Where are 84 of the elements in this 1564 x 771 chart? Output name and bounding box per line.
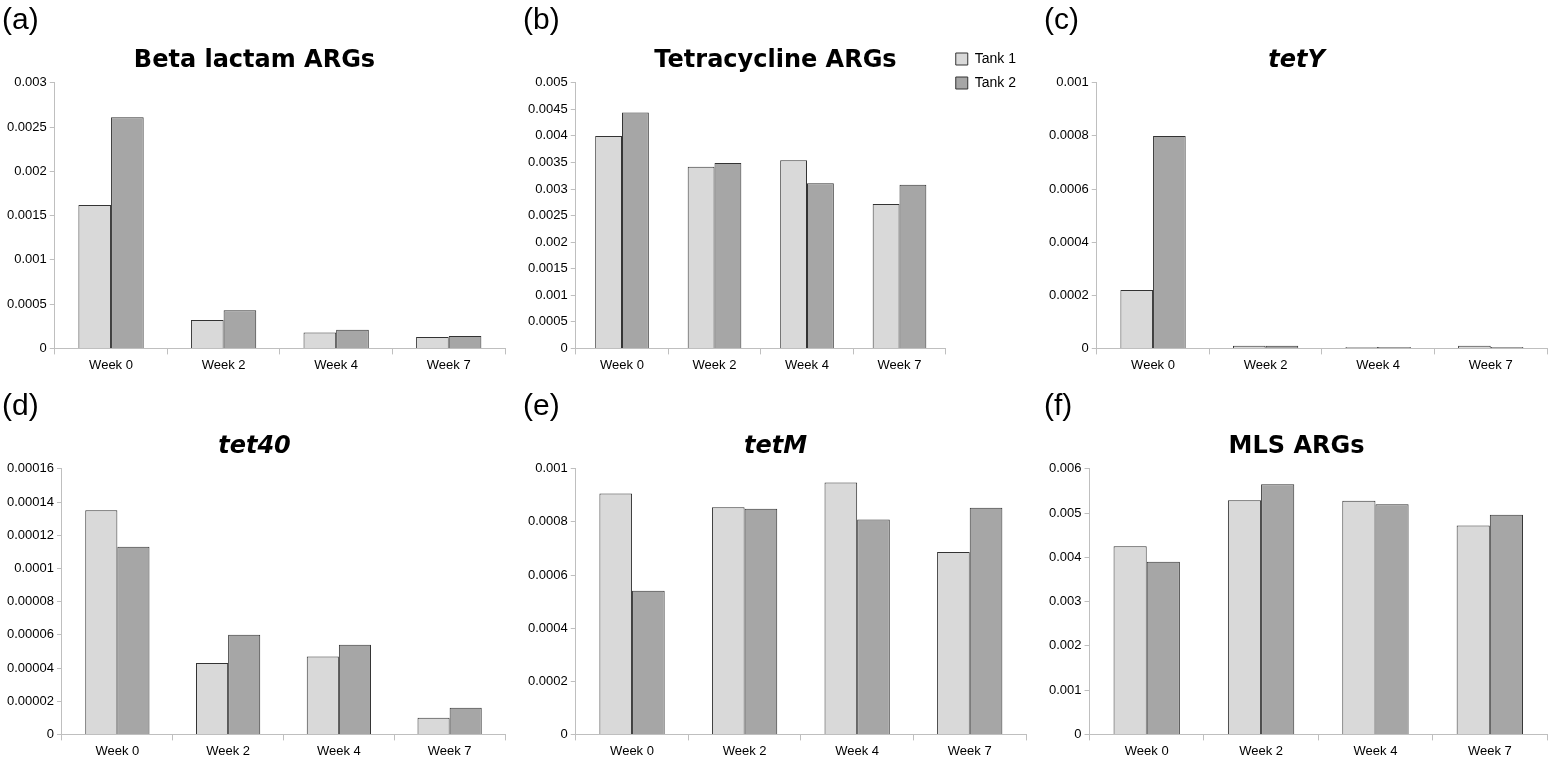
y-tick-label: 0.003: [1048, 593, 1082, 609]
y-tick-label: 0.002: [14, 162, 47, 178]
x-tick-label: Week 4: [1353, 742, 1398, 758]
y-tick-label: 0.003: [535, 180, 568, 196]
y-tick-label: 0.0025: [528, 207, 568, 223]
chart-title: Tetracycline ARGs: [654, 44, 897, 73]
x-tick-label: Week 0: [600, 356, 644, 372]
x-tick-label: Week 0: [610, 742, 654, 758]
y-tick-label: 0.00002: [6, 692, 54, 708]
x-tick-label: Week 7: [947, 742, 992, 758]
y-tick-label: 0.001: [535, 286, 568, 302]
x-tick-label: Week 4: [316, 742, 361, 758]
x-tick-label: Week 4: [835, 742, 880, 758]
y-tick-label: 0.004: [1048, 548, 1082, 564]
text: (f): [1044, 388, 1073, 422]
x-tick-label: Week 0: [95, 742, 140, 758]
y-tick-label: 0.0001: [14, 559, 54, 575]
x-tick-label: Week 7: [877, 356, 922, 372]
y-tick-label: 0.005: [535, 74, 568, 90]
x-tick-label: Week 2: [201, 356, 246, 372]
y-tick-label: 0.0005: [528, 313, 568, 329]
y-tick-label: 0.00004: [6, 659, 54, 675]
x-tick-label: Week 2: [206, 742, 251, 758]
y-tick-label: 0.0002: [528, 672, 568, 688]
x-tick-label: Week 7: [1467, 742, 1512, 758]
y-tick-label: 0.0035: [528, 154, 568, 170]
chart-title: tetM: [743, 430, 808, 459]
y-tick-label: 0.002: [1048, 637, 1082, 653]
x-tick-label: Week 0: [1131, 356, 1175, 372]
y-tick-label: 0.005: [1048, 504, 1082, 520]
y-tick-label: 0.00014: [6, 493, 54, 509]
legend-label: Tank 1: [974, 49, 1017, 66]
x-tick-label: Week 0: [89, 356, 133, 372]
x-tick-label: Week 2: [692, 356, 737, 372]
text: (a): [2, 2, 39, 36]
y-tick-label: 0.006: [1048, 460, 1082, 476]
y-tick-label: 0.0004: [528, 619, 568, 635]
y-tick-label: 0.00012: [6, 526, 54, 542]
y-tick-label: 0.00016: [6, 460, 54, 476]
chart-title: tetY: [1268, 44, 1328, 73]
text: (c): [1044, 2, 1079, 36]
y-tick-label: 0.0002: [1049, 286, 1089, 302]
y-tick-label: 0.0008: [1049, 127, 1089, 143]
text: (e): [523, 388, 560, 422]
y-tick-label: 0.002: [535, 233, 568, 249]
y-tick-label: 0.001: [1056, 74, 1089, 90]
x-tick-label: Week 0: [1124, 742, 1169, 758]
y-tick-label: 0.0025: [7, 118, 47, 134]
y-tick-label: 0.0045: [528, 100, 568, 116]
y-tick-label: 0.0004: [1049, 233, 1089, 249]
x-tick-label: Week 2: [1243, 356, 1288, 372]
chart-title: tet40: [218, 430, 291, 459]
y-tick-label: 0.0005: [7, 295, 47, 311]
y-tick-label: 0.00006: [6, 626, 54, 642]
y-tick-label: 0.001: [14, 251, 47, 267]
y-tick-label: 0: [39, 339, 47, 355]
text: (d): [2, 388, 39, 422]
y-tick-label: 0: [46, 725, 54, 741]
y-tick-label: 0.003: [14, 74, 47, 90]
y-tick-label: 0.0008: [528, 513, 568, 529]
y-tick-label: 0.0006: [528, 566, 568, 582]
y-tick-label: 0.0015: [528, 260, 568, 276]
y-tick-label: 0.0006: [1049, 180, 1089, 196]
chart-title: Beta lactam ARGs: [133, 44, 376, 73]
y-tick-label: 0: [560, 339, 568, 355]
x-tick-label: Week 4: [785, 356, 829, 372]
y-tick-label: 0.00008: [6, 593, 54, 609]
y-tick-label: 0.001: [1048, 681, 1082, 697]
x-tick-label: Week 7: [426, 356, 471, 372]
x-tick-label: Week 4: [314, 356, 359, 372]
text: (b): [523, 2, 560, 36]
y-tick-label: 0.0015: [7, 207, 47, 223]
chart-title: MLS ARGs: [1228, 430, 1365, 459]
y-tick-label: 0: [1074, 725, 1082, 741]
y-tick-label: 0.001: [535, 460, 568, 476]
y-tick-label: 0: [560, 725, 568, 741]
x-tick-label: Week 7: [1468, 356, 1513, 372]
y-tick-label: 0: [1081, 339, 1089, 355]
x-tick-label: Week 7: [427, 742, 472, 758]
x-tick-label: Week 4: [1356, 356, 1401, 372]
x-tick-label: Week 2: [722, 742, 767, 758]
x-tick-label: Week 2: [1239, 742, 1283, 758]
y-tick-label: 0.004: [535, 127, 568, 143]
legend-label: Tank 2: [974, 73, 1017, 90]
